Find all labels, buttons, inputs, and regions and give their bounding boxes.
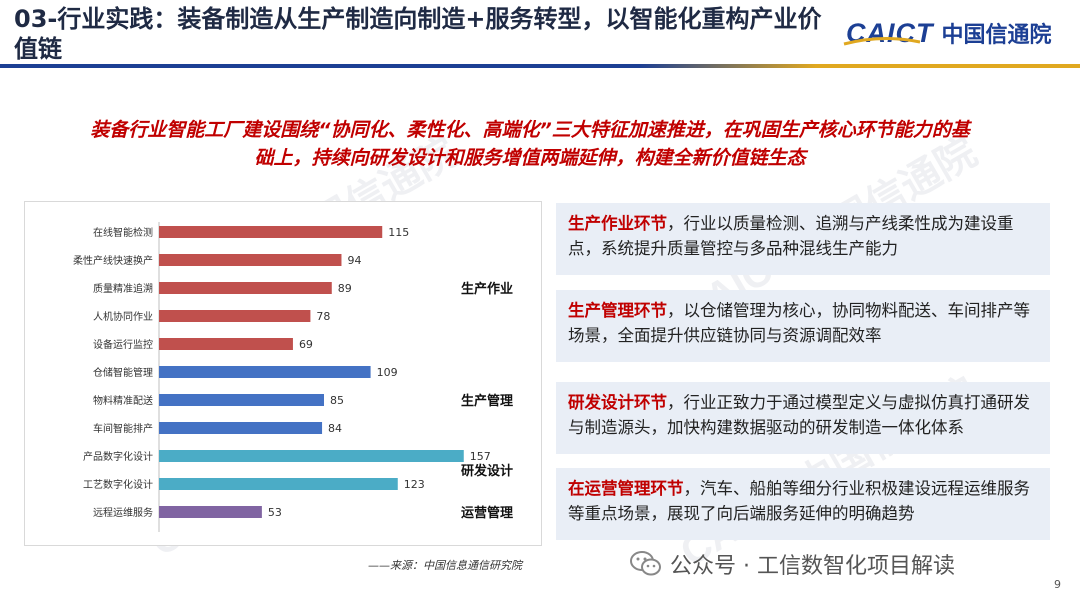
data-label: 85 xyxy=(330,394,344,407)
chart-source: ——来源：中国信息通信研究院 xyxy=(368,559,522,572)
headline-line-2: 础上，持续向研发设计和服务增值两端延伸，构建全新价值链生态 xyxy=(254,147,806,169)
category-label: 工艺数字化设计 xyxy=(83,478,153,491)
category-label: 车间智能排产 xyxy=(93,422,153,435)
card-text: ，行业以质量检测、追溯与产线柔性成为建设重点，系统提升质量管控与多品种混线生产能… xyxy=(568,214,1014,258)
data-label: 123 xyxy=(404,478,425,491)
page-number: 9 xyxy=(1054,578,1061,591)
category-label: 在线智能检测 xyxy=(93,226,153,239)
group-label: 生产作业 xyxy=(461,281,513,297)
card-text: ，汽车、船舶等细分行业积极建设远程运维服务等重点场景，展现了向后端服务延伸的明确… xyxy=(568,479,1030,523)
logo-cn: 中国信通院 xyxy=(941,23,1052,48)
headline-line-1: 装备行业智能工厂建设围绕“协同化、柔性化、高端化”三大特征加速推进，在巩固生产核… xyxy=(90,119,970,141)
category-label: 远程运维服务 xyxy=(93,506,153,519)
header-divider-accent xyxy=(640,64,1080,68)
bar xyxy=(159,478,398,490)
card-production-mgmt: 生产管理环节，以仓储管理为核心，协同物料配送、车间排产等场景，全面提升供应链协同… xyxy=(556,290,1050,362)
category-label: 物料精准配送 xyxy=(93,394,153,407)
data-label: 157 xyxy=(470,450,491,463)
card-highlight: 生产作业环节 xyxy=(568,214,667,233)
category-label: 产品数字化设计 xyxy=(83,450,153,463)
group-label: 研发设计 xyxy=(461,463,513,479)
bar xyxy=(159,254,342,266)
card-highlight: 生产管理环节 xyxy=(568,301,667,320)
headline: 装备行业智能工厂建设围绕“协同化、柔性化、高端化”三大特征加速推进，在巩固生产核… xyxy=(20,116,1040,172)
data-label: 78 xyxy=(316,310,330,323)
card-production-ops: 生产作业环节，行业以质量检测、追溯与产线柔性成为建设重点，系统提升质量管控与多品… xyxy=(556,203,1050,275)
bar xyxy=(159,394,324,406)
logo-swoosh-icon xyxy=(843,36,921,46)
category-label: 质量精准追溯 xyxy=(93,282,153,295)
header-divider xyxy=(0,64,1080,68)
page-title: 03-行业实践：装备制造从生产制造向制造+服务转型，以智能化重构产业价值链 xyxy=(14,5,822,63)
group-label: 生产管理 xyxy=(461,393,513,409)
category-label: 设备运行监控 xyxy=(93,338,153,351)
caict-logo: CAICT 中国信通院 xyxy=(843,16,1052,50)
data-label: 109 xyxy=(377,366,398,379)
card-highlight: 在运营管理环节 xyxy=(568,479,684,498)
data-label: 89 xyxy=(338,282,352,295)
category-label: 仓储智能管理 xyxy=(93,366,153,379)
footer-account: 公众号 · 工信数智化项目解读 xyxy=(630,548,955,580)
category-label: 柔性产线快速换产 xyxy=(73,254,153,267)
data-label: 115 xyxy=(388,226,409,239)
wechat-icon xyxy=(630,551,661,576)
bar-chart: 在线智能检测 115 柔性产线快速换产 94 质量精准追溯 89 人机协同作业 78 设备运行监… xyxy=(24,201,542,546)
card-text: ，以仓储管理为核心，协同物料配送、车间排产等场景，全面提升供应链协同与资源调配效… xyxy=(568,301,1030,345)
bar xyxy=(159,366,371,378)
data-label: 94 xyxy=(347,254,361,267)
data-label: 69 xyxy=(299,338,313,351)
footer-account-label: 公众号 · 工信数智化项目解读 xyxy=(670,554,955,579)
card-rd-design: 研发设计环节，行业正致力于通过模型定义与虚拟仿真打通研发与制造源头，加快构建数据… xyxy=(556,382,1050,454)
card-operations: 在运营管理环节，汽车、船舶等细分行业积极建设远程运维服务等重点场景，展现了向后端… xyxy=(556,468,1050,540)
bar-chart-svg: 在线智能检测 115 柔性产线快速换产 94 质量精准追溯 89 人机协同作业 78 设备运行监… xyxy=(73,222,513,532)
bar xyxy=(159,310,311,322)
data-label: 84 xyxy=(328,422,342,435)
bar xyxy=(159,450,464,462)
card-highlight: 研发设计环节 xyxy=(568,393,667,412)
category-label: 人机协同作业 xyxy=(93,310,153,323)
bar xyxy=(159,506,262,518)
bar xyxy=(159,226,383,238)
group-label: 运营管理 xyxy=(461,505,513,521)
bar xyxy=(159,422,323,434)
bar xyxy=(159,338,293,350)
bar xyxy=(159,282,332,294)
card-text: ，行业正致力于通过模型定义与虚拟仿真打通研发与制造源头，加快构建数据驱动的研发制… xyxy=(568,393,1030,437)
data-label: 53 xyxy=(268,506,282,519)
